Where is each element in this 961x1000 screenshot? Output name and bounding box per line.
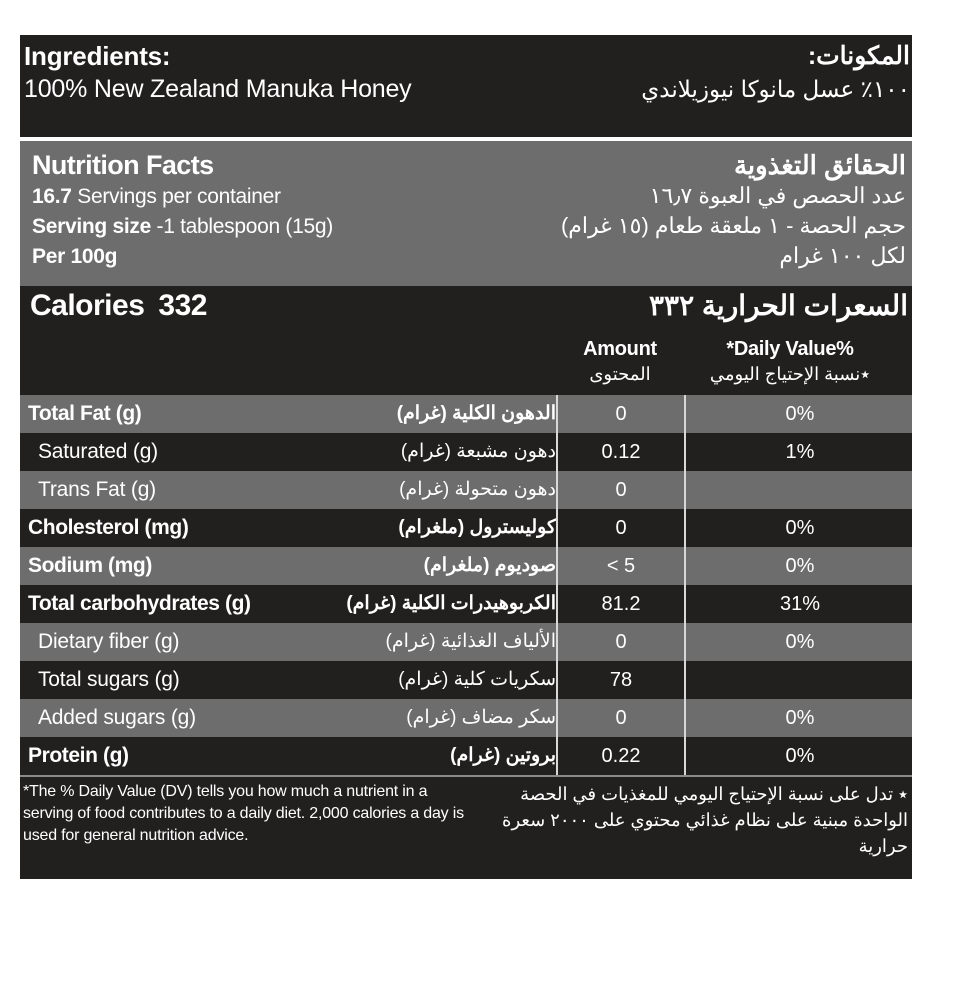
nutrient-amount: 78 (609, 669, 633, 691)
per-100g-en: Per 100g (32, 242, 333, 272)
calories-arabic: السعرات الحرارية ٣٣٢ (648, 290, 908, 321)
nutrition-header-arabic: الحقائق التغذوية عدد الحصص في العبوة ١٦٫… (561, 149, 906, 271)
daily-value-label-ar: ٭نسبة الإحتياج اليومي (709, 364, 871, 384)
serving-size-en: Serving size -1 tablespoon (15g) (32, 212, 333, 242)
table-row: Dietary fiber (g) الألياف الغذائية (غرام)… (20, 623, 912, 661)
nutrient-daily-value: 0% (785, 631, 815, 653)
nutrition-facts-label: Ingredients: 100% New Zealand Manuka Hon… (20, 35, 912, 879)
serving-size-ar: حجم الحصة - ١ ملعقة طعام (١٥ غرام) (560, 213, 906, 238)
column-separator-amount (556, 395, 558, 775)
footnote-block: *The % Daily Value (DV) tells you how mu… (20, 775, 912, 879)
nutrient-label-ar: كوليسترول (ملغرام) (398, 517, 556, 538)
ingredients-english: Ingredients: 100% New Zealand Manuka Hon… (24, 40, 412, 106)
table-row: Protein (g) بروتين (غرام) 0.22 0% (20, 737, 912, 775)
calories-row: Calories 332 السعرات الحرارية ٣٣٢ (20, 286, 912, 333)
nutrient-label-ar: الألياف الغذائية (غرام) (385, 631, 557, 652)
ingredients-arabic: المكونات: ١٠٠٪ عسل مانوكا نيوزيلاندي (641, 40, 910, 106)
footnote-english: *The % Daily Value (DV) tells you how mu… (23, 783, 464, 844)
serving-size-value-en: -1 tablespoon (15g) (156, 215, 334, 238)
nutrient-label-ar: الكربوهيدرات الكلية (غرام) (346, 593, 556, 614)
nutrient-amount: 0 (615, 707, 627, 729)
nutrient-label-en: Saturated (g) (38, 440, 158, 463)
serving-size-label-en: Serving size (32, 215, 151, 238)
table-row: Cholesterol (mg) كوليسترول (ملغرام) 0 0% (20, 509, 912, 547)
nutrient-label-ar: سكريات كلية (غرام) (398, 669, 556, 690)
nutrient-amount: 0.12 (601, 441, 641, 463)
per-100g-ar: لكل ١٠٠ غرام (779, 243, 906, 268)
daily-value-column-header: *Daily Value% ٭نسبة الإحتياج اليومي (670, 336, 910, 387)
nutrition-facts-title-en: Nutrition Facts (32, 150, 214, 180)
nutrient-label-en: Sodium (mg) (28, 554, 152, 577)
servings-value-en: 16.7 (32, 185, 72, 208)
nutrient-label-en: Total carbohydrates (g) (28, 592, 251, 615)
table-row: Sodium (mg) صوديوم (ملغرام) < 5 0% (20, 547, 912, 585)
amount-column-header: Amount المحتوى (558, 336, 682, 387)
ingredients-title-en: Ingredients: (24, 41, 171, 71)
nutrient-label-en: Added sugars (g) (38, 706, 196, 729)
table-row: Saturated (g) دهون مشبعة (غرام) 0.12 1% (20, 433, 912, 471)
table-column-headers: Amount المحتوى *Daily Value% ٭نسبة الإحت… (20, 333, 912, 395)
nutrient-daily-value: 0% (785, 555, 815, 577)
nutrient-label-ar: سكر مضاف (غرام) (406, 707, 556, 728)
nutrition-header-english: Nutrition Facts 16.7 Servings per contai… (32, 149, 333, 272)
nutrient-label-en: Total Fat (g) (28, 402, 142, 425)
nutrient-amount: 0 (615, 403, 627, 425)
ingredients-body-en: 100% New Zealand Manuka Honey (24, 75, 412, 103)
table-row: Added sugars (g) سكر مضاف (غرام) 0 0% (20, 699, 912, 737)
table-row: Total carbohydrates (g) الكربوهيدرات الكل… (20, 585, 912, 623)
nutrient-label-en: Total sugars (g) (38, 668, 180, 691)
amount-label-en: Amount (583, 338, 657, 360)
servings-per-container-ar: عدد الحصص في العبوة ١٦٫٧ (649, 183, 906, 208)
nutrient-label-en: Trans Fat (g) (38, 478, 156, 501)
ingredients-title-ar: المكونات: (807, 42, 910, 70)
nutrient-amount: 81.2 (601, 593, 641, 615)
nutrient-daily-value (688, 471, 912, 509)
nutrient-daily-value: 1% (785, 441, 815, 463)
nutrient-amount: 0.22 (601, 745, 641, 767)
calories-value-en: 332 (158, 289, 207, 322)
nutrition-facts-title-ar: الحقائق التغذوية (733, 150, 906, 180)
nutrient-daily-value (688, 661, 912, 699)
table-row: Trans Fat (g) دهون متحولة (غرام) 0 (20, 471, 912, 509)
nutrient-daily-value: 0% (785, 707, 815, 729)
nutrient-daily-value: 0% (785, 403, 815, 425)
daily-value-label-en: *Daily Value% (726, 338, 854, 360)
nutrient-amount: 0 (615, 517, 627, 539)
nutrient-amount: 0 (615, 479, 627, 501)
ingredients-body-ar: ١٠٠٪ عسل مانوكا نيوزيلاندي (641, 76, 910, 102)
nutrient-label-ar: بروتين (غرام) (450, 745, 556, 766)
nutrition-facts-header: Nutrition Facts 16.7 Servings per contai… (20, 141, 912, 286)
nutrient-label-ar: دهون مشبعة (غرام) (400, 441, 556, 462)
nutrient-label-ar: الدهون الكلية (غرام) (396, 403, 556, 424)
nutrient-label-en: Protein (g) (28, 744, 129, 767)
nutrient-label-en: Dietary fiber (g) (38, 630, 180, 653)
calories-label-en: Calories (30, 289, 145, 322)
ingredients-block: Ingredients: 100% New Zealand Manuka Hon… (20, 35, 912, 137)
amount-label-ar: المحتوى (589, 364, 651, 384)
calories-english: Calories 332 (30, 289, 207, 323)
nutrient-amount: 0 (615, 631, 627, 653)
footnote-arabic: ٭ تدل على نسبة الإحتياج اليومي للمغذيات … (502, 784, 908, 856)
nutrient-amount: < 5 (606, 555, 636, 577)
table-row: Total sugars (g) سكريات كلية (غرام) 78 (20, 661, 912, 699)
nutrient-label-ar: دهون متحولة (غرام) (399, 479, 556, 500)
column-separator-daily-value (684, 395, 686, 775)
table-row: Total Fat (g) الدهون الكلية (غرام) 0 0% (20, 395, 912, 433)
nutrient-label-en: Cholesterol (mg) (28, 516, 189, 539)
servings-per-container-en: 16.7 Servings per container (32, 182, 333, 212)
nutrient-daily-value: 0% (785, 745, 815, 767)
nutrient-daily-value: 31% (779, 593, 821, 615)
nutrient-label-ar: صوديوم (ملغرام) (423, 555, 556, 576)
servings-label-en: Servings per container (77, 185, 281, 208)
per-100g-text-en: Per 100g (32, 245, 118, 268)
nutrient-rows: Total Fat (g) الدهون الكلية (غرام) 0 0% Satu… (20, 395, 912, 775)
nutrient-daily-value: 0% (785, 517, 815, 539)
